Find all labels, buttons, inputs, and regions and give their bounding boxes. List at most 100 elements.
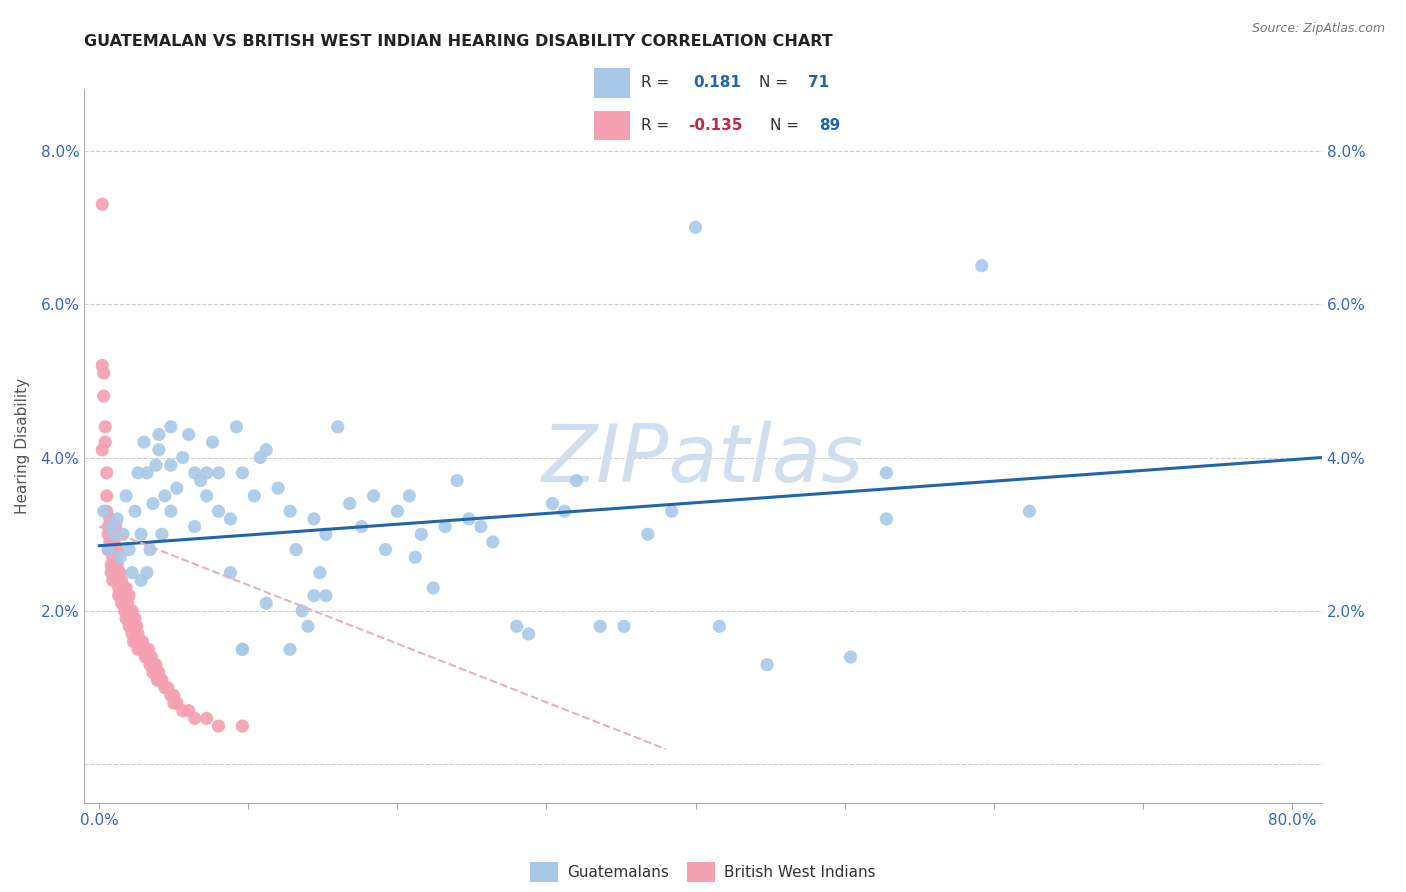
Point	[231, 466, 253, 480]
Point	[103, 527, 125, 541]
Point	[136, 466, 159, 480]
Point	[138, 642, 160, 657]
Point	[105, 512, 128, 526]
Point	[404, 550, 426, 565]
Point	[139, 542, 162, 557]
Text: R =: R =	[641, 75, 675, 90]
Point	[249, 450, 271, 465]
Point	[101, 550, 124, 565]
Point	[96, 489, 118, 503]
Point	[150, 673, 173, 687]
Point	[121, 566, 143, 580]
Point	[128, 634, 150, 648]
Point	[96, 466, 118, 480]
Point	[166, 481, 188, 495]
Point	[111, 596, 134, 610]
Point	[505, 619, 527, 633]
Point	[143, 657, 166, 672]
Point	[756, 657, 779, 672]
Point	[100, 558, 122, 572]
Point	[108, 566, 131, 580]
Point	[121, 604, 143, 618]
Point	[115, 581, 138, 595]
Point	[129, 642, 152, 657]
Point	[97, 542, 120, 557]
Point	[104, 574, 127, 588]
Point	[115, 612, 138, 626]
Point	[107, 581, 129, 595]
Point	[97, 542, 120, 557]
Point	[105, 542, 128, 557]
Bar	[595, 69, 630, 98]
Text: 71: 71	[808, 75, 830, 90]
Point	[125, 619, 148, 633]
Point	[339, 497, 361, 511]
Point	[148, 665, 170, 680]
Point	[148, 673, 170, 687]
Point	[553, 504, 575, 518]
Point	[100, 519, 122, 533]
Point	[177, 427, 200, 442]
Point	[125, 634, 148, 648]
Point	[142, 665, 165, 680]
Point	[363, 489, 385, 503]
Point	[129, 574, 152, 588]
Point	[875, 512, 897, 526]
Point	[315, 589, 337, 603]
Point	[103, 558, 125, 572]
Point	[127, 466, 149, 480]
Point	[1018, 504, 1040, 518]
Point	[118, 619, 141, 633]
Point	[117, 604, 139, 618]
Point	[105, 558, 128, 572]
Point	[350, 519, 373, 533]
Point	[163, 689, 186, 703]
Point	[120, 604, 142, 618]
Point	[91, 359, 114, 373]
Point	[122, 612, 145, 626]
Point	[127, 642, 149, 657]
Point	[94, 435, 117, 450]
Point	[398, 489, 420, 503]
Point	[297, 619, 319, 633]
Point	[482, 535, 505, 549]
Point	[195, 489, 218, 503]
Point	[97, 519, 120, 533]
Point	[278, 642, 301, 657]
Point	[100, 519, 122, 533]
Point	[172, 450, 194, 465]
Point	[132, 642, 155, 657]
Point	[124, 612, 146, 626]
Point	[111, 574, 134, 588]
Point	[613, 619, 636, 633]
Point	[458, 512, 481, 526]
Point	[148, 442, 170, 457]
Point	[121, 619, 143, 633]
Point	[326, 419, 349, 434]
Point	[159, 504, 181, 518]
Y-axis label: Hearing Disability: Hearing Disability	[14, 378, 30, 514]
Point	[219, 566, 242, 580]
Point	[124, 619, 146, 633]
Point	[129, 527, 152, 541]
Point	[159, 419, 181, 434]
Point	[93, 366, 115, 380]
Point	[131, 634, 153, 648]
Point	[254, 596, 277, 610]
Point	[134, 650, 156, 665]
Point	[517, 627, 540, 641]
Point	[112, 596, 135, 610]
Point	[115, 489, 138, 503]
Point	[159, 689, 181, 703]
Point	[309, 566, 332, 580]
Text: N =: N =	[759, 75, 793, 90]
Point	[183, 519, 205, 533]
Text: 89: 89	[820, 118, 841, 133]
Point	[118, 612, 141, 626]
Point	[114, 604, 136, 618]
Point	[146, 673, 169, 687]
Point	[709, 619, 731, 633]
Point	[166, 696, 188, 710]
Point	[243, 489, 266, 503]
Point	[225, 419, 247, 434]
